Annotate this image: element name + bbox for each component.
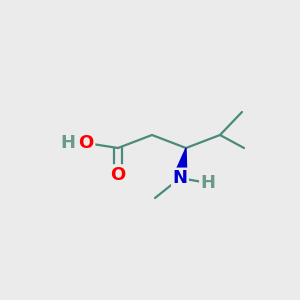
Text: H: H bbox=[61, 134, 76, 152]
Text: N: N bbox=[172, 169, 188, 187]
Text: H: H bbox=[200, 174, 215, 192]
Polygon shape bbox=[173, 148, 187, 179]
Text: O: O bbox=[78, 134, 94, 152]
Text: O: O bbox=[110, 166, 126, 184]
